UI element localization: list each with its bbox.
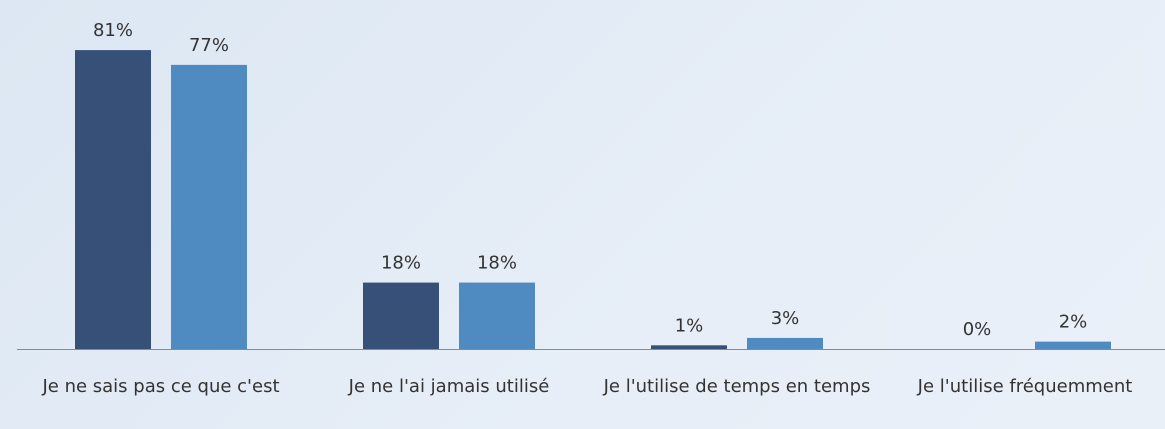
x-tick-label: Je ne sais pas ce que c'est (41, 376, 279, 397)
bar (459, 282, 535, 349)
data-label: 2% (1059, 312, 1088, 333)
data-label: 1% (675, 315, 704, 336)
data-label: 0% (963, 319, 992, 340)
data-label: 18% (477, 253, 517, 274)
bar (1035, 341, 1111, 349)
x-tick-label: Je l'utilise fréquemment (917, 376, 1133, 397)
bar (747, 337, 823, 349)
bar (363, 282, 439, 349)
data-label: 18% (381, 253, 421, 274)
x-tick-label: Je ne l'ai jamais utilisé (348, 376, 550, 397)
bar (75, 50, 151, 350)
x-tick-label: Je l'utilise de temps en temps (603, 376, 871, 397)
data-label: 77% (189, 35, 229, 56)
data-label: 3% (771, 308, 800, 329)
bar (171, 64, 247, 350)
data-label: 81% (93, 20, 133, 41)
bar (651, 345, 727, 349)
